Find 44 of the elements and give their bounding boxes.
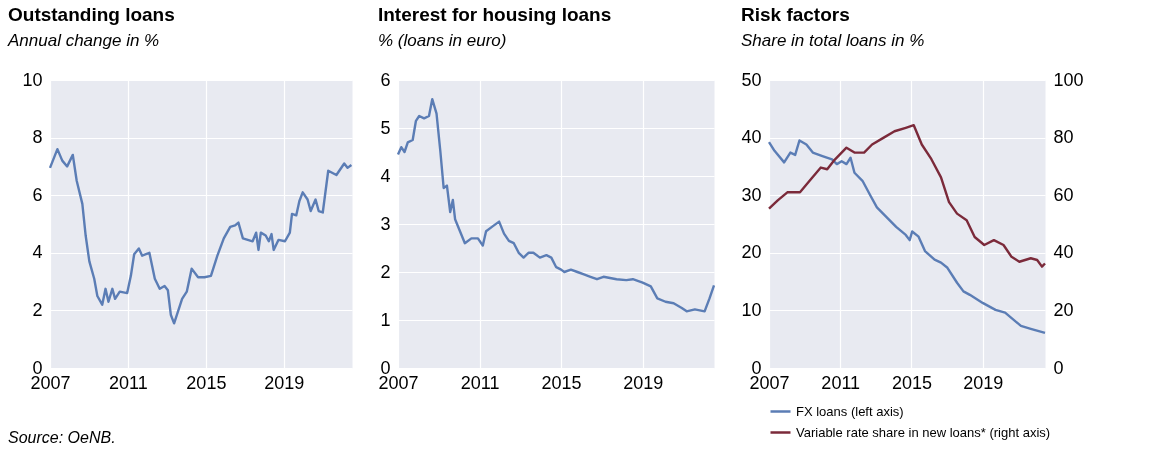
chart-subtitle: Annual change in %: [7, 31, 160, 50]
x-tick-label: 2011: [460, 372, 500, 393]
y2-tick-label: 100: [1053, 69, 1084, 90]
x-tick-label: 2011: [821, 372, 861, 393]
chart-subtitle: % (loans in euro): [377, 31, 507, 50]
y-tick-label: 1: [380, 309, 391, 330]
y2-tick-label: 80: [1053, 127, 1074, 148]
y-tick-label: 4: [32, 242, 43, 263]
y-tick-label: 40: [741, 127, 762, 148]
x-tick-label: 2015: [186, 372, 227, 393]
y2-tick-label: 40: [1053, 242, 1074, 263]
y-tick-label: 20: [741, 242, 762, 263]
legend-label: Variable rate share in new loans* (right axis): [796, 424, 1051, 440]
x-tick-label: 2011: [109, 372, 148, 393]
chart-subtitle: Share in total loans in %: [740, 31, 925, 50]
legend-label: FX loans (left axis): [796, 403, 904, 419]
chart-title: Risk factors: [740, 4, 850, 25]
y-tick-label: 50: [741, 69, 762, 90]
y-tick-label: 3: [380, 213, 391, 234]
y-tick-label: 6: [380, 69, 391, 90]
line-series: [48, 147, 353, 325]
y2-tick-label: 20: [1053, 299, 1074, 320]
y-tick-label: 10: [741, 299, 762, 320]
line-series: [396, 98, 716, 313]
x-tick-label: 2019: [963, 372, 1004, 393]
x-tick-label: 2019: [264, 372, 305, 393]
y-tick-label: 2: [32, 299, 43, 320]
x-tick-label: 2019: [623, 372, 664, 393]
chart-title: Interest for housing loans: [377, 4, 612, 25]
line-series: [767, 139, 1047, 335]
y-tick-label: 5: [380, 117, 391, 138]
y-tick-label: 30: [741, 184, 762, 205]
x-tick-label: 2015: [541, 372, 582, 393]
y-tick-label: 10: [22, 69, 43, 90]
y-tick-label: 8: [32, 127, 43, 148]
line-series: [767, 124, 1047, 268]
y-tick-label: 2: [380, 261, 391, 282]
y-tick-label: 4: [380, 165, 391, 186]
y2-tick-label: 60: [1053, 184, 1074, 205]
y2-tick-label: 0: [1053, 357, 1064, 378]
x-tick-label: 2015: [891, 372, 932, 393]
source-note: Source: OeNB.: [8, 429, 116, 446]
y-tick-label: 6: [32, 184, 43, 205]
chart-title: Outstanding loans: [8, 4, 175, 25]
